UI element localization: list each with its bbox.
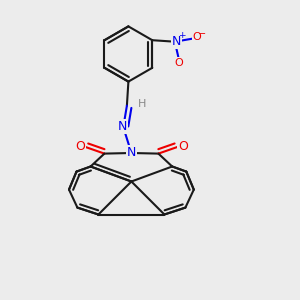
Text: N: N bbox=[172, 34, 181, 48]
Text: O: O bbox=[174, 58, 183, 68]
Text: O: O bbox=[178, 140, 188, 153]
Text: H: H bbox=[138, 99, 147, 109]
Text: +: + bbox=[178, 31, 185, 40]
Text: −: − bbox=[198, 29, 206, 39]
Text: O: O bbox=[75, 140, 85, 153]
Text: N: N bbox=[127, 146, 136, 159]
Text: O: O bbox=[193, 32, 201, 43]
Text: N: N bbox=[117, 120, 127, 133]
